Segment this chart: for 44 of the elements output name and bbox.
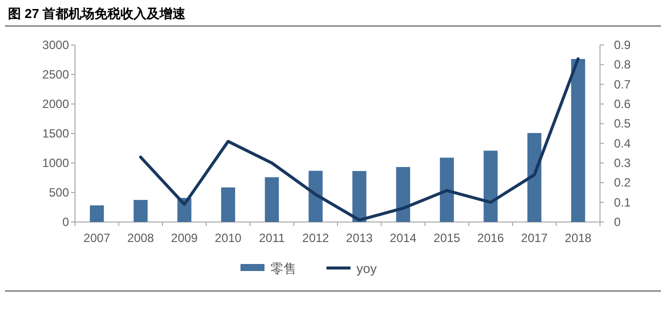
x-tick-label: 2013 [346, 231, 374, 245]
y2-tick-label: 0.7 [614, 77, 632, 92]
bar [440, 158, 454, 222]
x-tick-label: 2015 [434, 231, 461, 245]
bar [527, 133, 542, 222]
bar [571, 58, 586, 222]
x-tick-label: 2014 [390, 231, 417, 245]
y-tick-label: 2500 [42, 68, 70, 82]
y2-tick-label: 0.3 [614, 156, 632, 170]
bar [264, 177, 279, 222]
chart-title: 图 27 首都机场免税收入及增速 [8, 6, 187, 21]
legend-label: 零售 [270, 261, 296, 276]
x-tick-label: 2017 [521, 231, 548, 245]
bar [134, 200, 148, 222]
x-tick-label: 2011 [258, 231, 286, 245]
bar [90, 205, 104, 222]
x-tick-label: 2016 [477, 231, 504, 245]
x-tick-label: 2018 [564, 231, 592, 245]
y2-tick-label: 0.4 [614, 136, 632, 150]
legend-label: yoy [356, 261, 378, 276]
bar [352, 171, 366, 222]
bar [484, 150, 498, 222]
y-tick-label: 0 [62, 215, 70, 229]
x-tick-label: 2009 [171, 231, 198, 245]
y-tick-label: 500 [48, 186, 70, 200]
x-tick-label: 2010 [214, 231, 242, 245]
y2-tick-label: 0 [614, 215, 621, 229]
y-tick-label: 2000 [42, 97, 70, 111]
x-tick-label: 2007 [84, 231, 111, 245]
bar [308, 170, 323, 222]
bar [396, 167, 410, 222]
line-series [139, 57, 580, 222]
x-tick-label: 2012 [302, 231, 330, 245]
y-tick-label: 1500 [42, 126, 70, 140]
y2-tick-label: 0.5 [614, 116, 632, 131]
y-tick-label: 1000 [42, 156, 70, 170]
y2-tick-label: 0.1 [614, 195, 632, 210]
bar [221, 187, 236, 222]
y-tick-label: 3000 [42, 38, 70, 52]
y2-tick-label: 0.8 [614, 58, 632, 72]
x-tick-label: 2008 [127, 231, 154, 245]
y2-tick-label: 0.6 [614, 97, 632, 111]
y2-tick-label: 0.9 [614, 38, 632, 52]
y2-tick-label: 0.2 [614, 176, 632, 190]
